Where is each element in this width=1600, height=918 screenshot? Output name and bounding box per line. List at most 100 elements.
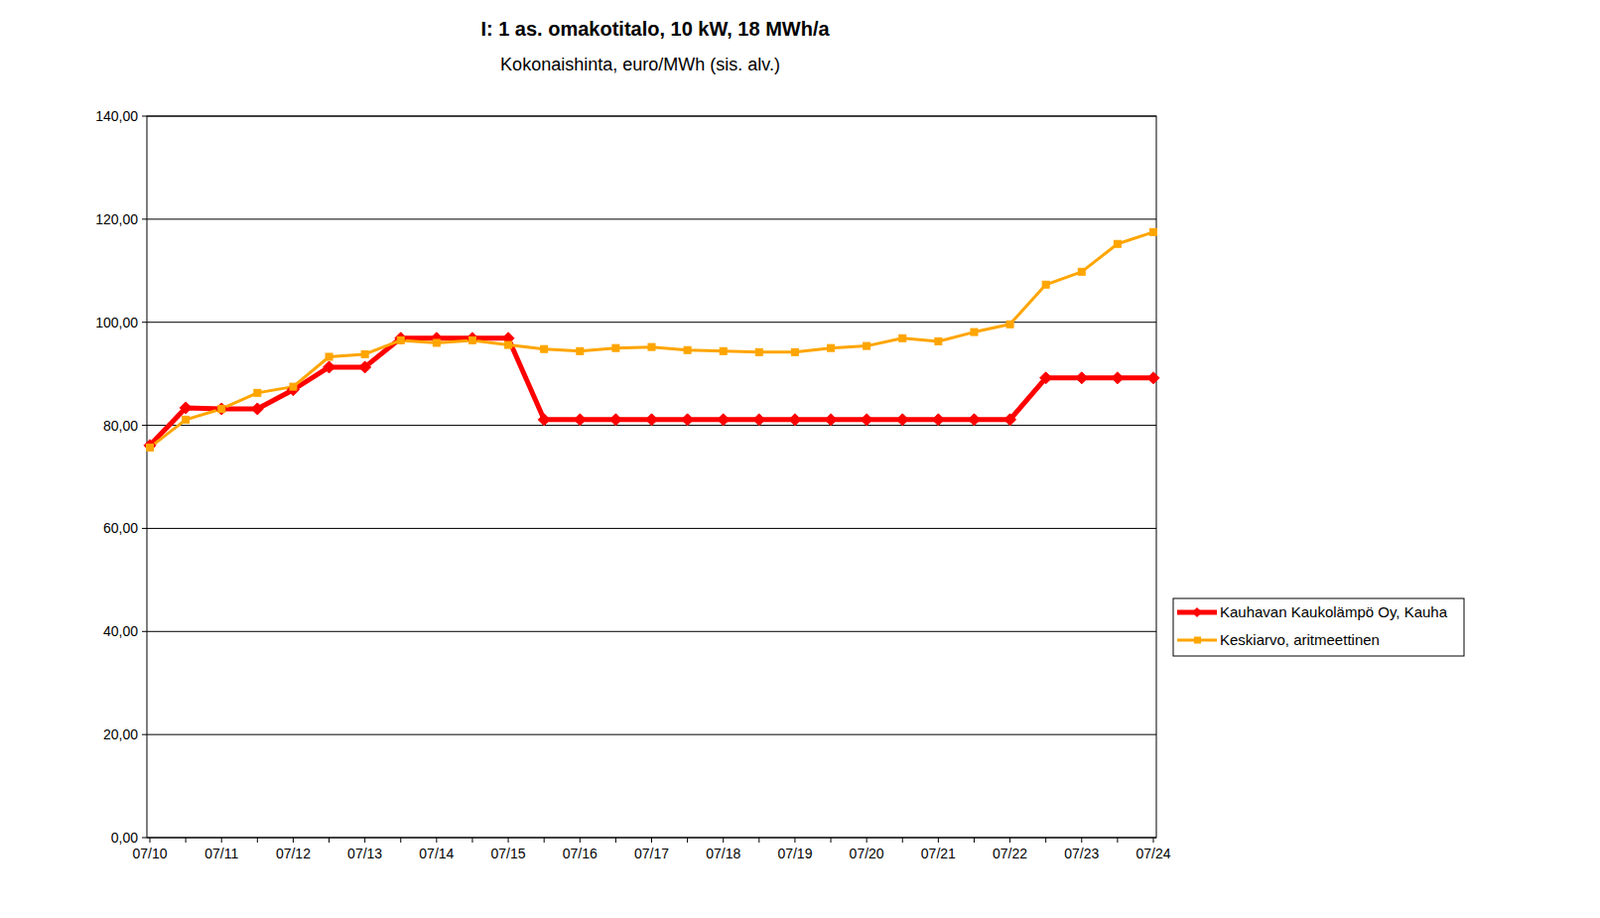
marker — [576, 347, 584, 355]
x-tick-label: 07/19 — [777, 845, 812, 862]
marker — [540, 345, 548, 353]
marker — [361, 350, 369, 358]
x-tick — [902, 837, 904, 843]
y-tick — [141, 424, 147, 426]
x-tick — [973, 837, 975, 843]
plot-frame — [146, 116, 1157, 838]
marker — [289, 383, 297, 391]
x-tick — [758, 837, 760, 843]
legend-label: Keskiarvo, aritmeettinen — [1219, 631, 1380, 649]
x-tick-label: 07/14 — [418, 845, 454, 862]
marker — [609, 413, 622, 426]
marker — [824, 413, 837, 426]
y-tick-label: 80,00 — [103, 417, 138, 434]
y-tick-label: 60,00 — [103, 520, 138, 536]
y-tick — [141, 528, 147, 530]
x-tick-label: 07/21 — [921, 845, 956, 862]
marker — [323, 361, 336, 374]
x-tick — [1045, 837, 1047, 843]
x-tick — [328, 837, 330, 843]
x-tick-label: 07/18 — [705, 845, 741, 862]
y-tick-label: 0,00 — [111, 829, 138, 846]
marker — [719, 347, 727, 355]
marker — [827, 344, 835, 352]
x-tick — [149, 837, 151, 843]
x-tick-label: 07/12 — [275, 845, 311, 862]
marker — [860, 413, 873, 426]
marker — [753, 413, 766, 426]
marker — [967, 413, 980, 426]
y-tick — [141, 116, 147, 118]
marker — [505, 341, 513, 349]
marker — [1150, 228, 1158, 236]
x-tick — [1009, 837, 1011, 843]
marker — [1006, 320, 1014, 328]
x-tick — [794, 837, 796, 843]
marker — [681, 413, 694, 426]
marker — [1111, 372, 1124, 385]
legend-marker — [1194, 637, 1201, 645]
marker — [325, 353, 333, 361]
marker — [215, 402, 228, 415]
x-tick-label: 07/23 — [1064, 845, 1099, 862]
y-tick — [141, 218, 147, 220]
grid-line — [146, 631, 1157, 633]
marker — [179, 401, 192, 414]
y-tick-label: 40,00 — [103, 623, 138, 640]
y-tick — [141, 734, 147, 736]
marker — [970, 328, 978, 336]
x-tick — [185, 837, 187, 843]
y-tick-label: 20,00 — [103, 726, 138, 743]
series-line — [149, 338, 1154, 446]
marker — [537, 413, 550, 426]
marker — [896, 413, 909, 426]
marker — [1113, 240, 1121, 248]
marker — [1147, 372, 1160, 385]
grid-line — [146, 734, 1157, 736]
marker — [146, 443, 154, 451]
marker — [717, 413, 730, 426]
x-tick — [722, 837, 724, 843]
x-tick — [686, 837, 688, 843]
marker — [1040, 372, 1053, 385]
x-tick-label: 07/11 — [204, 845, 239, 862]
marker — [251, 402, 264, 415]
marker — [934, 337, 942, 345]
x-tick — [615, 837, 617, 843]
x-tick-label: 07/17 — [634, 845, 669, 862]
y-tick-label: 140,00 — [95, 108, 138, 125]
x-tick — [471, 837, 473, 843]
marker — [182, 415, 190, 423]
marker — [899, 334, 907, 342]
legend-marker — [1192, 607, 1202, 618]
grid-line — [146, 321, 1157, 323]
x-tick-label: 07/13 — [347, 845, 383, 862]
series-line — [149, 232, 1154, 448]
x-tick — [221, 837, 223, 843]
marker — [1077, 267, 1085, 275]
x-tick-label: 07/22 — [992, 845, 1028, 862]
y-tick-label: 120,00 — [95, 211, 138, 228]
x-tick — [866, 837, 868, 843]
marker — [218, 404, 226, 412]
marker — [286, 384, 299, 397]
title: I: 1 as. omakotitalo, 10 kW, 18 MWh/a — [480, 17, 830, 40]
marker — [1042, 280, 1050, 288]
grid-line — [146, 218, 1157, 220]
marker — [397, 336, 404, 344]
legend-box — [1173, 598, 1465, 657]
x-tick — [435, 837, 437, 843]
marker — [143, 439, 156, 452]
x-tick — [937, 837, 939, 843]
marker — [791, 348, 799, 356]
marker — [466, 332, 479, 345]
y-tick — [141, 321, 147, 323]
marker — [683, 346, 691, 354]
x-tick-label: 07/15 — [491, 845, 527, 862]
x-tick — [257, 837, 259, 843]
legend-label: Kauhavan Kaukolämpö Oy, Kauha — [1219, 603, 1449, 621]
plot-data — [143, 228, 1160, 451]
x-tick-label: 07/20 — [849, 845, 885, 862]
x-tick — [543, 837, 545, 843]
x-tick — [579, 837, 581, 843]
